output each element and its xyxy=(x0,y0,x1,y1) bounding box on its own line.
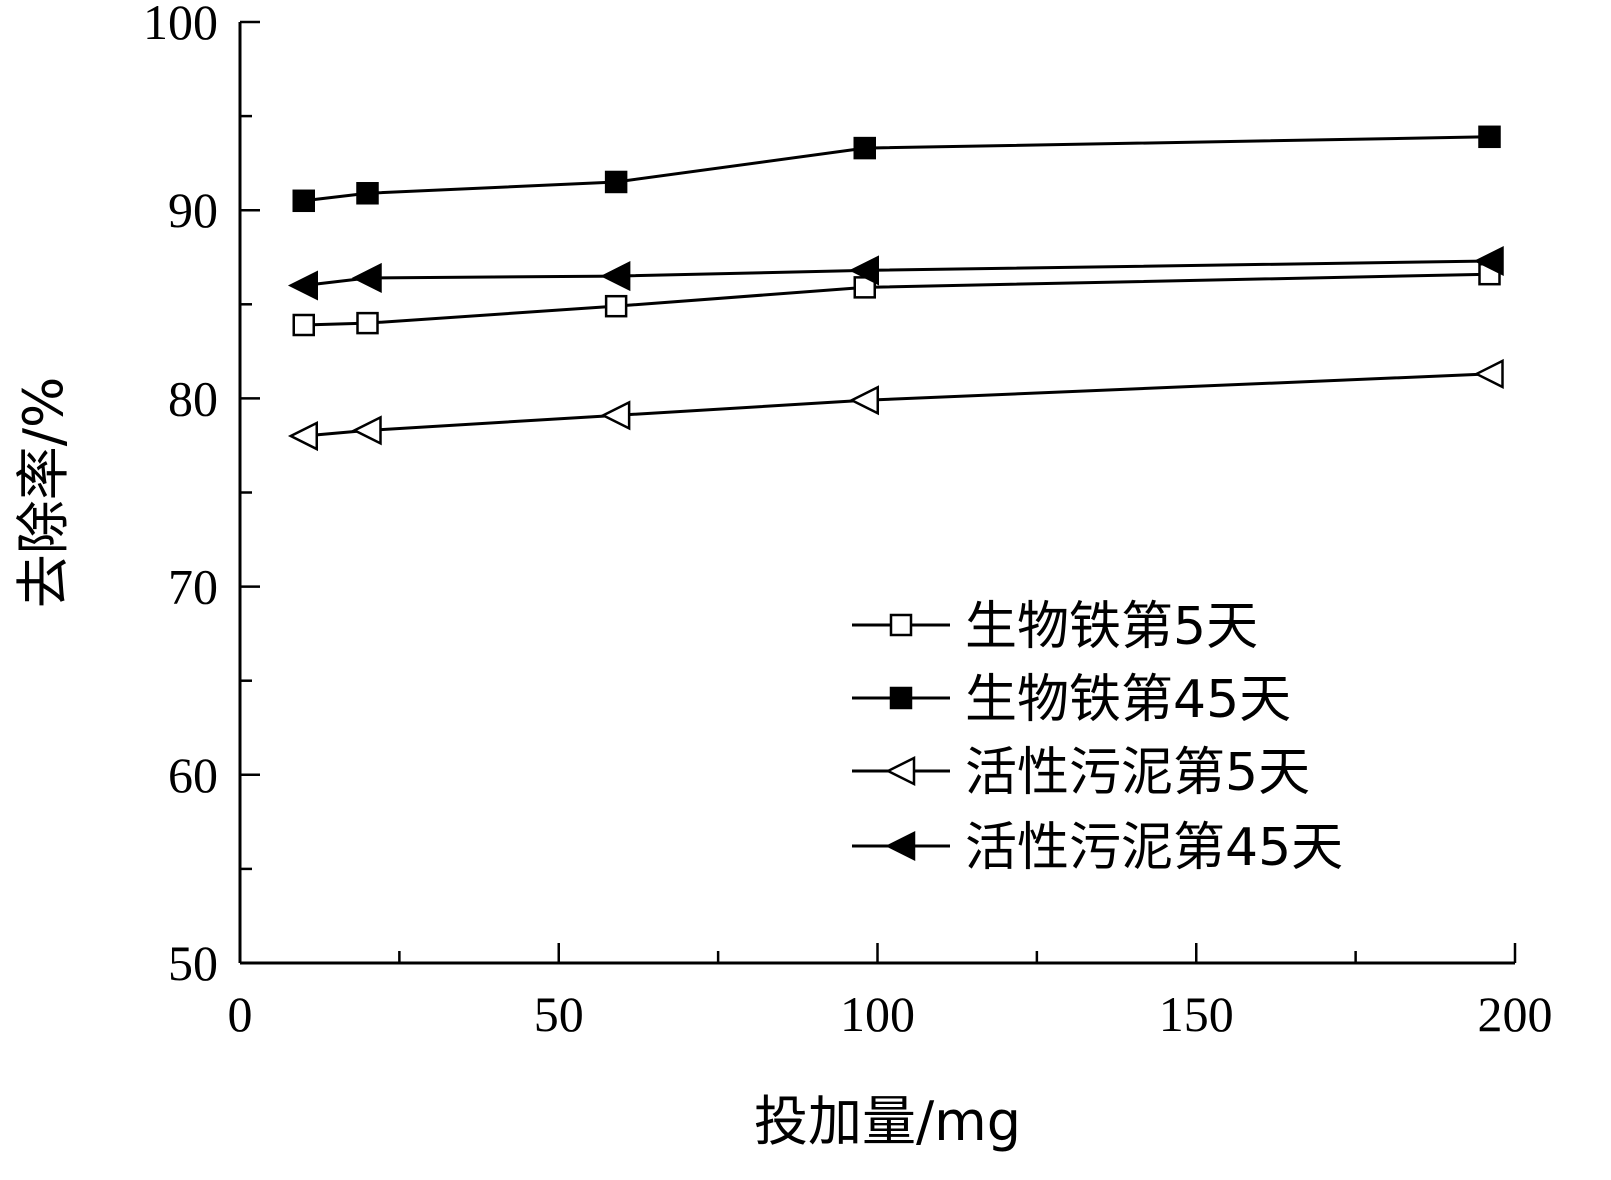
legend-marker xyxy=(889,613,913,637)
data-point xyxy=(853,136,876,160)
y-tick-label: 70 xyxy=(168,559,218,615)
series-1 xyxy=(292,262,1501,337)
data-point xyxy=(292,189,315,213)
data-point xyxy=(1473,245,1504,277)
data-point xyxy=(351,415,382,446)
legend-label: 活性污泥第5天 xyxy=(965,743,1310,803)
data-point xyxy=(287,421,318,452)
series-line xyxy=(303,272,1490,327)
data-point xyxy=(600,400,631,431)
y-tick-label: 50 xyxy=(168,935,218,991)
x-tick-label: 200 xyxy=(1478,986,1553,1042)
y-axis-label: 去除率/% xyxy=(12,377,75,609)
series-line xyxy=(303,372,1490,438)
data-point xyxy=(351,262,382,293)
data-point xyxy=(848,255,879,286)
legend-marker xyxy=(885,830,916,862)
legend-label: 活性污泥第45天 xyxy=(965,818,1343,878)
legend-label: 生物铁第5天 xyxy=(965,597,1258,657)
legend-item: 生物铁第5天 xyxy=(852,597,1258,657)
series-2 xyxy=(292,125,1501,213)
legend-item: 生物铁第45天 xyxy=(852,670,1291,730)
data-point xyxy=(1478,125,1501,149)
data-point xyxy=(356,311,379,335)
x-tick-label: 0 xyxy=(228,986,253,1042)
x-tick-label: 50 xyxy=(534,986,584,1042)
series-4 xyxy=(287,245,1504,301)
legend-item: 活性污泥第5天 xyxy=(852,743,1310,803)
y-tick-label: 80 xyxy=(168,370,218,426)
legend-marker xyxy=(889,686,913,710)
data-point xyxy=(1473,358,1504,389)
series-3 xyxy=(287,358,1504,452)
series-line xyxy=(303,259,1490,287)
x-tick-label: 150 xyxy=(1159,986,1234,1042)
x-axis-label: 投加量/mg xyxy=(754,1090,1021,1153)
data-point xyxy=(604,170,628,194)
x-tick-label: 100 xyxy=(840,986,915,1042)
legend-item: 活性污泥第45天 xyxy=(852,818,1343,878)
data-point xyxy=(848,385,879,416)
data-point xyxy=(600,261,631,292)
data-point xyxy=(292,313,315,337)
legend-label: 生物铁第45天 xyxy=(965,670,1291,730)
legend-marker xyxy=(885,755,916,787)
data-point xyxy=(287,270,318,301)
y-tick-label: 100 xyxy=(143,0,218,50)
series-group xyxy=(287,125,1504,452)
y-tick-label: 60 xyxy=(168,747,218,803)
series-line xyxy=(303,135,1490,203)
data-point xyxy=(604,294,628,318)
data-point xyxy=(356,182,379,205)
y-tick-label: 90 xyxy=(168,182,218,238)
ticks xyxy=(238,20,1517,965)
